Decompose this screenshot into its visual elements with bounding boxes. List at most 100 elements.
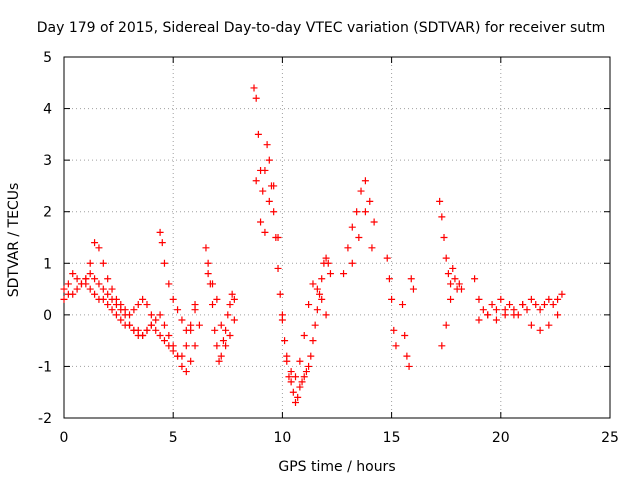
y-tick-label: 1: [43, 256, 52, 272]
x-tick-label: 25: [601, 430, 619, 446]
data-point: [219, 337, 227, 345]
data-point: [152, 316, 160, 324]
data-point: [165, 342, 173, 350]
data-point: [156, 311, 164, 319]
y-tick-label: 0: [43, 308, 52, 324]
data-point: [444, 270, 452, 278]
data-point: [316, 290, 324, 298]
data-point: [309, 280, 317, 288]
data-point: [261, 166, 269, 174]
data-point: [274, 264, 282, 272]
data-point: [187, 321, 195, 329]
data-point: [182, 326, 190, 334]
data-point: [91, 290, 99, 298]
data-point: [60, 285, 68, 293]
data-point: [169, 347, 177, 355]
data-point: [326, 270, 334, 278]
data-point: [318, 295, 326, 303]
data-point: [91, 239, 99, 247]
data-point: [355, 234, 363, 241]
data-point: [99, 285, 107, 293]
data-point: [447, 280, 455, 288]
data-point: [281, 337, 289, 345]
data-point: [403, 352, 411, 360]
data-point: [126, 311, 134, 319]
data-point: [532, 301, 540, 309]
data-point: [69, 270, 77, 278]
data-point: [211, 326, 219, 334]
x-tick-label: 20: [492, 430, 510, 446]
data-point: [545, 321, 553, 329]
data-point: [134, 301, 142, 309]
data-point: [69, 290, 77, 298]
data-point: [230, 316, 238, 324]
x-axis-label: GPS time / hours: [278, 459, 395, 475]
data-point: [195, 321, 203, 329]
data-point: [479, 306, 487, 314]
data-point: [457, 285, 465, 293]
data-point: [86, 285, 94, 293]
data-point: [313, 285, 321, 293]
data-point: [549, 301, 557, 309]
data-point: [86, 259, 94, 267]
data-point: [300, 331, 308, 339]
data-point: [73, 275, 81, 283]
data-point: [209, 280, 217, 288]
data-point: [257, 218, 265, 226]
data-point: [126, 321, 134, 329]
data-point: [254, 130, 262, 138]
data-point: [60, 295, 68, 303]
data-points: [60, 84, 566, 407]
x-tick-label: 5: [169, 430, 178, 446]
data-point: [527, 295, 535, 303]
data-point: [409, 285, 417, 293]
data-point: [160, 337, 168, 345]
data-point: [156, 228, 164, 236]
data-point: [536, 306, 544, 314]
data-point: [353, 208, 361, 216]
data-point: [230, 295, 238, 303]
data-point: [344, 244, 352, 252]
data-point: [213, 342, 221, 350]
data-point: [204, 270, 212, 278]
data-point: [228, 290, 236, 298]
data-point: [438, 342, 446, 350]
data-point: [215, 357, 223, 365]
data-point: [77, 280, 85, 288]
data-point: [492, 306, 500, 314]
data-point: [86, 270, 94, 278]
data-point: [309, 337, 317, 345]
data-point: [370, 218, 378, 226]
data-point: [222, 342, 230, 350]
data-point: [278, 311, 286, 319]
data-point: [259, 187, 267, 195]
data-point: [217, 321, 225, 329]
data-point: [143, 326, 151, 334]
data-point: [497, 295, 505, 303]
data-point: [302, 368, 310, 376]
data-point: [104, 275, 112, 283]
data-point: [558, 290, 566, 298]
data-point: [519, 301, 527, 309]
data-point: [117, 301, 125, 309]
data-point: [130, 326, 138, 334]
data-point: [475, 295, 483, 303]
data-point: [294, 393, 302, 401]
data-point: [296, 357, 304, 365]
data-point: [261, 228, 269, 236]
data-point: [252, 94, 260, 102]
x-axis-ticks: 0 5 10 15 20 25: [60, 57, 619, 446]
data-point: [147, 321, 155, 329]
data-point: [108, 285, 116, 293]
data-point: [187, 357, 195, 365]
data-point: [442, 254, 450, 262]
data-point: [182, 368, 190, 376]
data-point: [139, 331, 147, 339]
data-point: [449, 264, 457, 272]
data-point: [95, 244, 103, 252]
data-point: [64, 280, 72, 288]
data-point: [440, 234, 448, 241]
y-tick-label: -2: [38, 411, 52, 427]
data-point: [265, 197, 273, 205]
